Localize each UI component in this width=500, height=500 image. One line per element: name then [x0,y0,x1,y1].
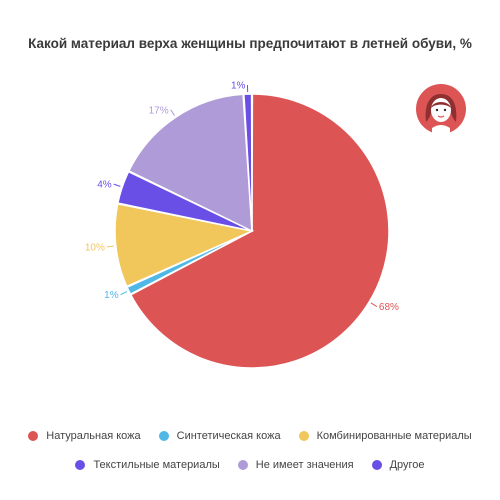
legend-label: Не имеет значения [255,459,354,471]
slice-value-label: 1% [231,81,246,92]
pie-slice [127,93,253,233]
legend-label: Другое [389,459,425,471]
legend-item: Натуральная кожа [28,430,141,442]
legend-row: Текстильные материалы Не имеет значения Др… [0,459,500,471]
legend-item: Другое [371,459,425,471]
chart-title: Какой материал верха женщины предпочитаю… [28,36,472,51]
slice-value-label: 1% [104,290,119,301]
legend-swatch [298,431,309,441]
pie-slice [129,93,390,369]
woman-face-icon [414,82,468,136]
label-leader-line [370,302,378,308]
legend-label: Натуральная кожа [46,430,141,442]
pie-slice [126,230,253,296]
legend-item: Текстильные материалы [75,459,220,471]
legend-swatch [158,431,169,441]
legend-swatch [75,460,86,470]
legend-item: Не имеет значения [237,459,354,471]
legend-swatch [237,460,248,470]
label-leader-line [170,109,175,116]
label-leader-line [113,183,121,187]
legend-label: Синтетическая кожа [176,430,281,442]
slice-value-label: 4% [97,180,112,191]
legend-swatch [371,460,382,470]
legend-label: Комбинированные материалы [316,430,472,442]
pie-slice [243,93,253,232]
legend-label: Текстильные материалы [93,459,220,471]
pie-slice [116,170,253,232]
label-leader-line [120,291,128,296]
label-leader-line [106,245,114,248]
legend-item: Синтетическая кожа [158,430,281,442]
slice-value-label: 10% [85,242,105,253]
legend-row: Натуральная кожа Синтетическая кожа Комбин… [0,430,500,442]
legend-swatch [28,431,39,441]
legend-item: Комбинированные материалы [298,430,472,442]
slice-value-label: 68% [379,302,399,313]
slice-value-label: 17% [149,105,169,116]
